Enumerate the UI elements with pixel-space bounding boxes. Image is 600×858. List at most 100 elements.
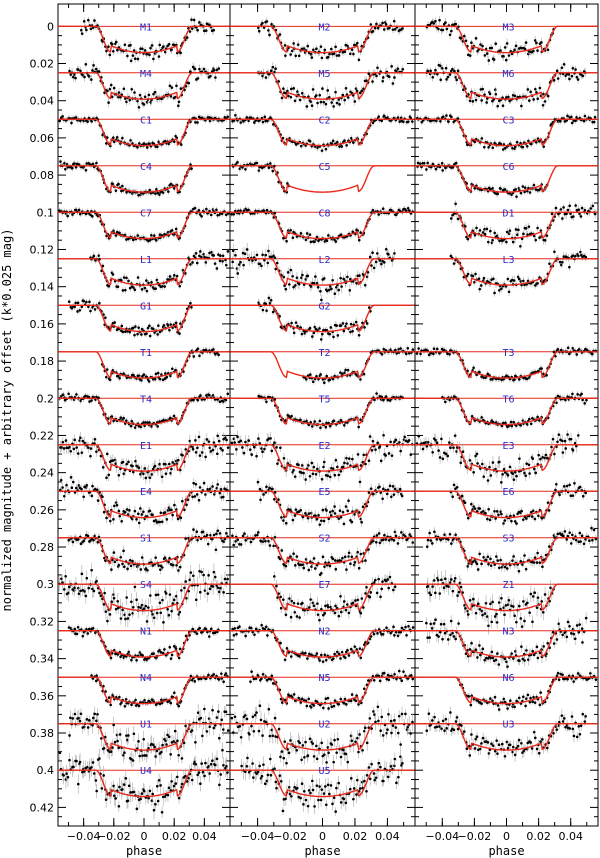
data-point <box>92 716 95 720</box>
data-point <box>148 142 152 146</box>
data-point <box>175 564 178 567</box>
data-point <box>174 647 178 650</box>
data-point <box>165 375 169 379</box>
curve-label: G1 <box>140 301 152 312</box>
data-point <box>180 757 184 760</box>
data-point <box>202 67 206 71</box>
data-point <box>86 120 89 123</box>
data-point <box>152 652 155 655</box>
data-point <box>122 549 125 553</box>
data-point <box>225 532 228 535</box>
data-point <box>354 87 358 90</box>
data-point <box>89 309 92 313</box>
data-point <box>91 69 94 72</box>
data-point <box>172 140 176 143</box>
data-point <box>188 30 192 33</box>
data-point <box>104 375 108 379</box>
data-point <box>90 78 93 81</box>
data-point <box>118 376 121 380</box>
curve-label: S4 <box>140 580 152 591</box>
model-curve <box>58 630 230 658</box>
data-point <box>197 208 201 212</box>
data-point <box>106 89 109 93</box>
data-point <box>155 145 159 149</box>
data-point <box>135 807 139 811</box>
model-curve <box>230 72 415 100</box>
data-point <box>326 55 330 59</box>
data-point <box>169 95 173 98</box>
data-point <box>289 87 293 91</box>
data-point <box>281 136 285 140</box>
data-point <box>154 238 158 242</box>
data-point <box>157 778 161 782</box>
data-point <box>211 759 214 762</box>
data-point <box>88 719 91 722</box>
data-point <box>68 758 71 762</box>
data-point <box>226 577 229 581</box>
data-point <box>215 267 219 270</box>
y-tick-label: 0.1 <box>37 206 55 219</box>
data-point <box>201 530 205 534</box>
data-point <box>352 141 355 144</box>
data-point <box>172 274 176 277</box>
data-point <box>257 29 261 33</box>
data-point <box>140 288 144 291</box>
curve-label: C2 <box>318 115 330 126</box>
data-point <box>393 27 397 31</box>
data-point <box>127 784 131 788</box>
data-point <box>83 441 86 445</box>
data-point <box>91 587 94 591</box>
data-point <box>115 503 119 507</box>
data-point <box>58 751 62 755</box>
data-point <box>82 770 86 773</box>
data-point <box>116 606 120 610</box>
data-point <box>306 44 310 48</box>
data-point <box>208 587 212 591</box>
data-point <box>112 551 116 554</box>
data-point <box>194 252 198 255</box>
y-tick-label: 0.14 <box>30 281 55 294</box>
data-point <box>197 498 201 502</box>
data-point <box>215 68 219 72</box>
data-point <box>121 136 124 140</box>
data-point <box>149 46 152 50</box>
model-curve <box>58 490 230 519</box>
data-point <box>166 733 169 737</box>
data-point <box>289 95 293 99</box>
data-point <box>189 571 193 574</box>
x-tick-label: −0.02 <box>97 830 131 843</box>
data-point <box>217 253 220 256</box>
data-point <box>168 645 172 649</box>
data-point <box>331 139 335 143</box>
data-point <box>87 586 91 590</box>
data-point <box>217 678 221 681</box>
data-point <box>142 737 145 741</box>
data-point <box>178 284 182 288</box>
data-point <box>81 634 85 638</box>
data-point <box>150 281 153 284</box>
data-point <box>153 52 157 55</box>
data-point <box>129 139 132 142</box>
data-point <box>201 734 204 738</box>
data-point <box>219 487 223 491</box>
data-point <box>67 300 71 303</box>
data-point <box>79 436 82 440</box>
data-point <box>149 233 153 237</box>
data-point <box>150 473 154 476</box>
data-point <box>93 534 97 538</box>
data-point <box>330 101 333 104</box>
data-point <box>128 98 132 102</box>
data-point <box>380 119 384 123</box>
x-tick-label: −0.04 <box>67 830 101 843</box>
data-point <box>198 67 201 71</box>
data-point <box>164 462 167 466</box>
data-point <box>124 698 128 701</box>
data-point <box>144 476 148 480</box>
data-point <box>84 594 88 598</box>
data-point <box>95 719 98 723</box>
data-point <box>119 555 123 559</box>
data-point <box>226 729 230 732</box>
data-point <box>133 509 137 513</box>
curve-label: N4 <box>140 673 152 684</box>
data-point <box>117 509 121 513</box>
